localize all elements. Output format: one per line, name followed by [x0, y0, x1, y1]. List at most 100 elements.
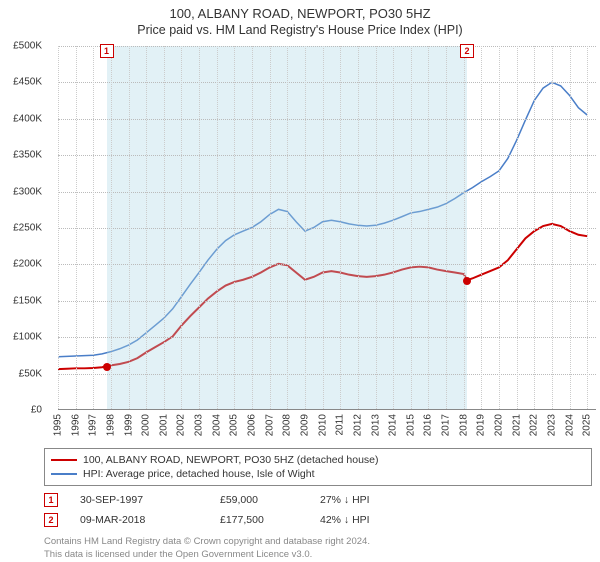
sale-marker-dot	[103, 363, 111, 371]
gridline-v	[499, 46, 500, 409]
gridline-h	[58, 228, 596, 229]
sale-row-marker: 2	[44, 513, 58, 527]
sale-diff-vs-hpi: 27% ↓ HPI	[320, 494, 460, 506]
legend-swatch	[51, 473, 77, 475]
gridline-v	[252, 46, 253, 409]
x-axis-label: 2018	[458, 414, 469, 436]
y-axis-label: £350K	[0, 150, 42, 161]
x-axis-label: 2009	[299, 414, 310, 436]
chart-area: 12 £0£50K£100K£150K£200K£250K£300K£350K£…	[44, 43, 596, 412]
gridline-v	[129, 46, 130, 409]
gridline-h	[58, 192, 596, 193]
gridline-h	[58, 337, 596, 338]
gridline-v	[305, 46, 306, 409]
y-axis-label: £50K	[0, 368, 42, 379]
x-axis-label: 2016	[423, 414, 434, 436]
x-axis-label: 2024	[564, 414, 575, 436]
x-axis-label: 1995	[53, 414, 64, 436]
chart-title-address: 100, ALBANY ROAD, NEWPORT, PO30 5HZ	[0, 0, 600, 21]
gridline-v	[570, 46, 571, 409]
x-axis-label: 2015	[405, 414, 416, 436]
gridline-v	[517, 46, 518, 409]
gridline-v	[358, 46, 359, 409]
gridline-h	[58, 46, 596, 47]
footer-attribution: Contains HM Land Registry data © Crown c…	[44, 536, 592, 562]
gridline-v	[270, 46, 271, 409]
x-axis-label: 2017	[441, 414, 452, 436]
y-axis-label: £0	[0, 405, 42, 416]
x-axis-label: 2019	[476, 414, 487, 436]
legend-label: HPI: Average price, detached house, Isle…	[83, 468, 315, 480]
sale-date: 09-MAR-2018	[80, 514, 220, 526]
sale-marker-badge: 1	[100, 44, 114, 58]
x-axis-label: 2008	[282, 414, 293, 436]
x-axis-label: 2021	[511, 414, 522, 436]
y-axis-label: £250K	[0, 223, 42, 234]
gridline-v	[464, 46, 465, 409]
x-axis-label: 2025	[582, 414, 593, 436]
x-axis-label: 2003	[194, 414, 205, 436]
x-axis-label: 2010	[317, 414, 328, 436]
x-axis-labels: 1995199619971998199920002001200220032004…	[58, 412, 596, 446]
x-axis-label: 2023	[546, 414, 557, 436]
legend-label: 100, ALBANY ROAD, NEWPORT, PO30 5HZ (det…	[83, 454, 379, 466]
sale-price: £177,500	[220, 514, 320, 526]
x-axis-label: 2004	[211, 414, 222, 436]
y-axis-label: £500K	[0, 41, 42, 52]
x-axis-label: 2006	[247, 414, 258, 436]
footer-line-1: Contains HM Land Registry data © Crown c…	[44, 536, 592, 549]
gridline-v	[76, 46, 77, 409]
gridline-v	[393, 46, 394, 409]
gridline-v	[340, 46, 341, 409]
y-axis-label: £450K	[0, 77, 42, 88]
x-axis-label: 2001	[158, 414, 169, 436]
x-axis-label: 1996	[70, 414, 81, 436]
gridline-v	[287, 46, 288, 409]
x-axis-label: 2014	[388, 414, 399, 436]
y-axis-label: £200K	[0, 259, 42, 270]
sale-row-marker: 1	[44, 493, 58, 507]
y-axis-label: £300K	[0, 186, 42, 197]
gridline-h	[58, 301, 596, 302]
x-axis-label: 2007	[264, 414, 275, 436]
gridline-v	[164, 46, 165, 409]
sale-marker-dot	[463, 277, 471, 285]
gridline-v	[534, 46, 535, 409]
x-axis-label: 2011	[335, 414, 346, 436]
x-axis-label: 2012	[352, 414, 363, 436]
y-axis-label: £100K	[0, 332, 42, 343]
gridline-v	[552, 46, 553, 409]
x-axis-label: 2005	[229, 414, 240, 436]
gridline-v	[58, 46, 59, 409]
x-axis-label: 2020	[493, 414, 504, 436]
gridline-v	[181, 46, 182, 409]
chart-container: 100, ALBANY ROAD, NEWPORT, PO30 5HZ Pric…	[0, 0, 600, 562]
gridline-h	[58, 374, 596, 375]
gridline-v	[587, 46, 588, 409]
x-axis-label: 2002	[176, 414, 187, 436]
sale-diff-vs-hpi: 42% ↓ HPI	[320, 514, 460, 526]
gridline-v	[446, 46, 447, 409]
sale-price: £59,000	[220, 494, 320, 506]
gridline-v	[234, 46, 235, 409]
sale-row: 2 09-MAR-2018£177,50042% ↓ HPI	[44, 510, 592, 530]
x-axis-label: 1997	[88, 414, 99, 436]
plot-region: 12	[58, 46, 596, 410]
chart-title-subtitle: Price paid vs. HM Land Registry's House …	[0, 21, 600, 43]
legend-box: 100, ALBANY ROAD, NEWPORT, PO30 5HZ (det…	[44, 448, 592, 486]
legend-item: HPI: Average price, detached house, Isle…	[51, 467, 585, 481]
gridline-v	[93, 46, 94, 409]
gridline-v	[323, 46, 324, 409]
x-axis-label: 2022	[529, 414, 540, 436]
legend-swatch	[51, 459, 77, 461]
sale-marker-badge: 2	[460, 44, 474, 58]
gridline-v	[428, 46, 429, 409]
y-axis-label: £150K	[0, 295, 42, 306]
gridline-v	[146, 46, 147, 409]
gridline-h	[58, 82, 596, 83]
gridline-h	[58, 264, 596, 265]
gridline-v	[411, 46, 412, 409]
y-axis-label: £400K	[0, 113, 42, 124]
sales-table: 130-SEP-1997£59,00027% ↓ HPI209-MAR-2018…	[44, 490, 592, 530]
gridline-h	[58, 155, 596, 156]
